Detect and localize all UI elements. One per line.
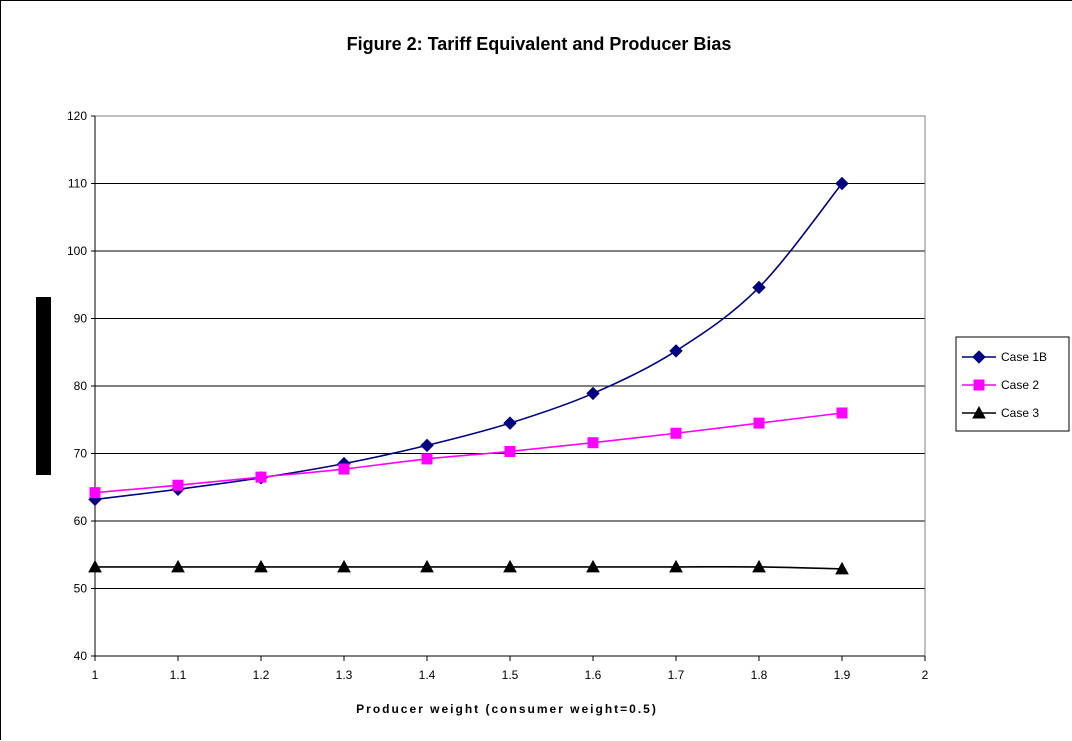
y-tick-label: 50 (74, 582, 88, 596)
data-point (752, 280, 766, 295)
y-tick-label: 100 (67, 244, 87, 258)
data-point (420, 559, 434, 573)
y-tick-label: 70 (74, 447, 88, 461)
x-tick-label: 1.6 (585, 668, 602, 682)
data-point (88, 559, 102, 573)
legend-label: Case 3 (1001, 406, 1039, 420)
data-point (670, 427, 682, 439)
x-tick-label: 1.7 (668, 668, 685, 682)
data-point (254, 559, 268, 573)
data-point (337, 559, 351, 573)
data-point (586, 386, 600, 401)
data-point (420, 438, 434, 453)
legend-marker (972, 350, 986, 364)
legend-item: Case 1B (962, 350, 1047, 364)
x-tick-label: 2 (922, 668, 929, 682)
data-point (503, 416, 517, 430)
legend-label: Case 2 (1001, 378, 1039, 392)
data-point (835, 561, 849, 575)
y-tick-label: 120 (67, 109, 87, 123)
data-point (752, 559, 766, 573)
data-point (338, 463, 350, 475)
data-point (753, 417, 765, 429)
grid-lines (95, 115, 925, 657)
data-point (669, 344, 683, 358)
data-point (503, 559, 517, 573)
data-point (835, 176, 849, 191)
legend: Case 1B Case 2 Case 3 (955, 336, 1070, 432)
y-tick-label: 90 (74, 312, 88, 326)
series-line (95, 565, 843, 570)
y-tick-label: 80 (74, 379, 88, 393)
series-line (94, 183, 843, 501)
data-point (504, 445, 516, 457)
y-tick-label: 40 (74, 649, 88, 663)
legend-label: Case 1B (1001, 350, 1047, 364)
x-tick-label: 1.9 (834, 668, 851, 682)
x-tick-label: 1.3 (336, 668, 353, 682)
x-tick-label: 1.8 (751, 668, 768, 682)
x-tick-label: 1 (92, 668, 99, 682)
series-case-2 (89, 407, 848, 499)
chart-title: Figure 2: Tariff Equivalent and Producer… (347, 34, 732, 54)
x-tick-label: 1.1 (170, 668, 187, 682)
x-tick-label: 1.5 (502, 668, 519, 682)
legend-marker (973, 379, 985, 391)
y-tick-label: 110 (68, 177, 87, 191)
x-axis-label: Producer weight (consumer weight=0.5) (356, 702, 658, 716)
data-point (421, 453, 433, 465)
data-point (669, 559, 683, 573)
data-point (255, 471, 267, 483)
data-point (171, 559, 185, 573)
data-point (586, 559, 600, 573)
data-point (836, 407, 848, 419)
legend-item: Case 3 (962, 405, 1039, 420)
data-point (587, 437, 599, 449)
x-tick-labels: 1 1.1 1.2 1.3 1.4 1.5 1.6 1.7 1.8 1.9 2 (92, 656, 929, 682)
legend-item: Case 2 (962, 378, 1039, 392)
redaction-block (36, 297, 51, 475)
series-case-1b (88, 176, 849, 507)
legend-marker (972, 405, 986, 419)
x-tick-label: 1.4 (419, 668, 436, 682)
data-point (89, 487, 101, 499)
series-case-3 (88, 559, 849, 575)
data-point (172, 479, 184, 491)
x-tick-label: 1.2 (253, 668, 270, 682)
series-line (94, 412, 843, 494)
series-layer (88, 176, 849, 575)
y-tick-label: 60 (74, 514, 88, 528)
y-tick-labels: 40 50 60 70 80 90 100 110 120 (67, 109, 95, 663)
